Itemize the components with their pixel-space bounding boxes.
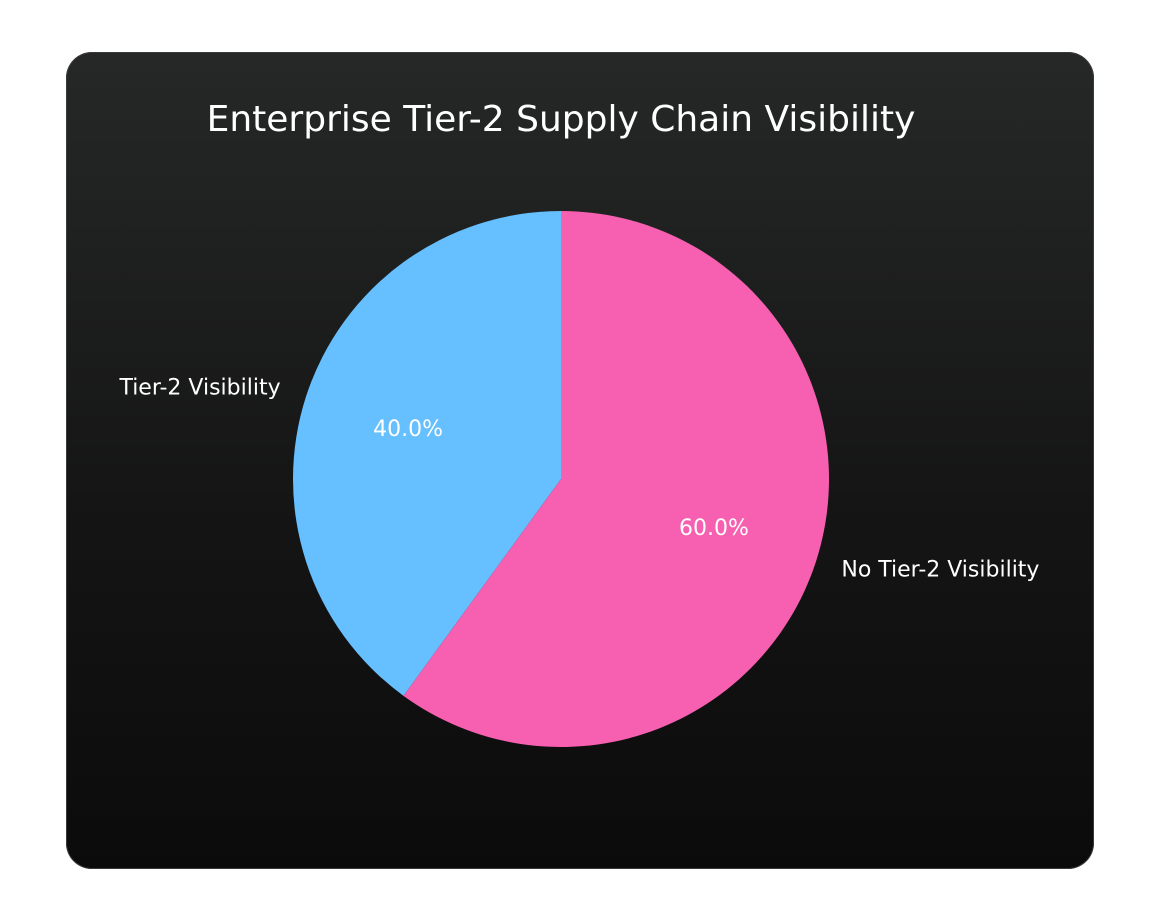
pie-slice-0 xyxy=(293,211,561,696)
pie-slice-1 xyxy=(403,211,830,747)
pie-labels: 40.0% Tier-2 Visibility 60.0% No Tier-2 Vis… xyxy=(118,375,1039,582)
slice-percent-label-0: 40.0% xyxy=(373,417,443,442)
slice-percent-label-1: 60.0% xyxy=(679,516,749,541)
pie-slices xyxy=(293,211,830,747)
slice-category-label-1: No Tier-2 Visibility xyxy=(841,558,1039,583)
slice-category-label-0: Tier-2 Visibility xyxy=(118,375,280,400)
chart-title: Enterprise Tier-2 Supply Chain Visibilit… xyxy=(207,99,916,140)
